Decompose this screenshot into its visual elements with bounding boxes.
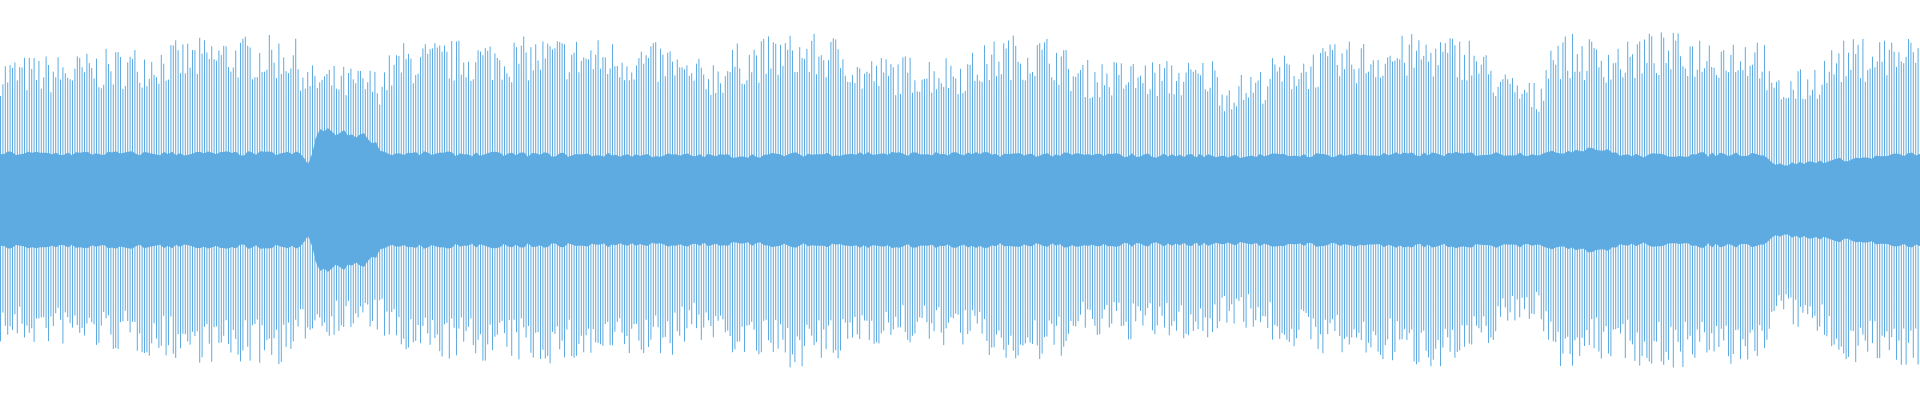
waveform-core bbox=[0, 128, 1920, 272]
